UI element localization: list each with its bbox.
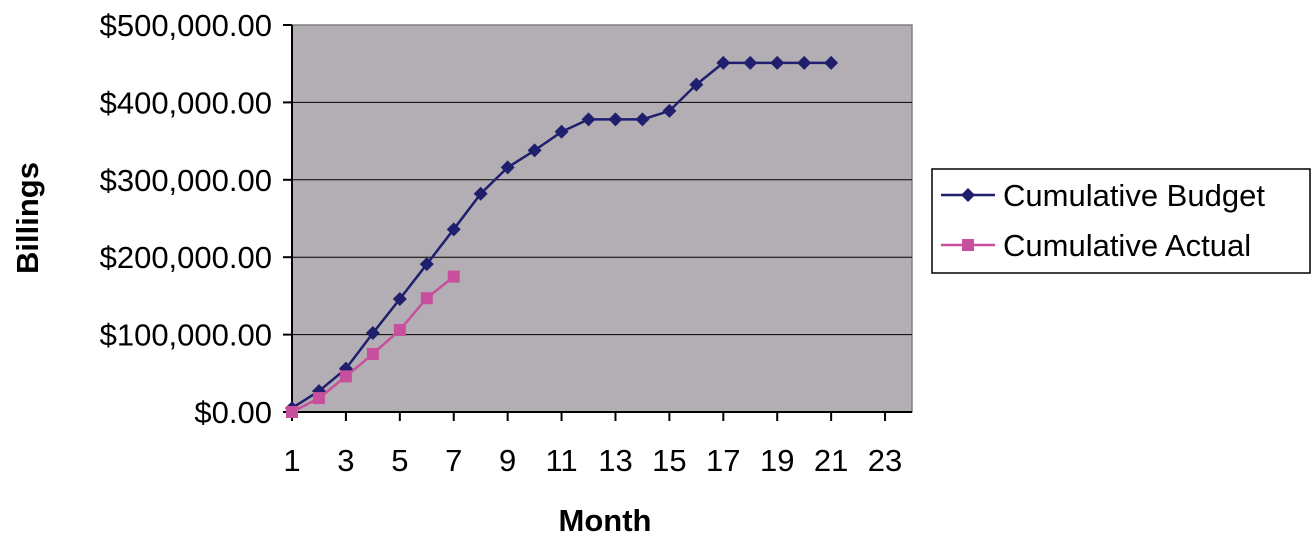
data-point-cumulative-budget [500,160,515,175]
data-point-cumulative-budget [770,55,785,70]
data-point-cumulative-actual [312,392,325,405]
x-tick-label: 5 [391,443,408,478]
data-point-cumulative-budget [662,103,677,118]
data-point-cumulative-budget [635,112,650,127]
legend-box [931,168,1311,274]
data-point-cumulative-budget [554,124,569,139]
data-point-cumulative-budget [716,55,731,70]
x-tick-label: 11 [545,443,577,478]
series-layer [285,55,839,418]
y-tick-label: $200,000.00 [100,240,272,275]
x-tick-label: 7 [445,443,462,478]
x-tick-label: 1 [283,443,300,478]
data-point-cumulative-actual [366,347,379,360]
data-point-cumulative-actual [420,292,433,305]
y-axis-title: Billings [10,162,45,274]
data-point-cumulative-actual [393,323,406,336]
plot-area [291,24,913,413]
legend-label-actual: Cumulative Actual [1003,228,1251,263]
y-tick-label: $400,000.00 [100,85,272,120]
gridlines [292,101,912,336]
x-tick-label: 9 [499,443,516,478]
legend-actual-marker [962,239,974,251]
data-point-cumulative-budget [419,257,434,272]
x-tick-label: 19 [760,443,794,478]
data-point-cumulative-budget [392,291,407,306]
x-tick-label: 15 [652,443,686,478]
x-axis-title: Month [559,503,652,538]
data-point-cumulative-actual [447,270,460,283]
legend: Cumulative Budget Cumulative Actual [931,168,1311,274]
data-point-cumulative-budget [446,222,461,237]
data-point-cumulative-budget [797,55,812,70]
data-point-cumulative-budget [743,55,758,70]
data-point-cumulative-budget [581,112,596,127]
data-point-cumulative-budget [824,55,839,70]
data-point-cumulative-budget [527,143,542,158]
x-tick-label: 3 [337,443,354,478]
legend-budget-marker [961,188,975,202]
data-point-cumulative-budget [689,77,704,92]
x-tick-label: 13 [598,443,632,478]
data-point-cumulative-budget [365,326,380,341]
x-tick-label: 17 [706,443,740,478]
legend-label-budget: Cumulative Budget [1003,178,1265,213]
y-tick-label: $100,000.00 [100,318,272,353]
data-point-cumulative-budget [608,112,623,127]
x-tick-label: 23 [868,443,902,478]
y-tick-label: $0.00 [194,395,272,430]
data-point-cumulative-actual [339,370,352,383]
y-tick-label: $500,000.00 [100,8,272,43]
data-point-cumulative-budget [473,186,488,201]
y-tick-labels: $0.00 $100,000.00 $200,000.00 $300,000.00 $4… [100,8,272,430]
y-tick-label: $300,000.00 [100,163,272,198]
x-tick-label: 21 [814,443,848,478]
x-tick-labels: 1 3 5 7 9 11 13 15 17 19 21 23 [283,443,902,478]
data-point-cumulative-actual [286,406,298,418]
